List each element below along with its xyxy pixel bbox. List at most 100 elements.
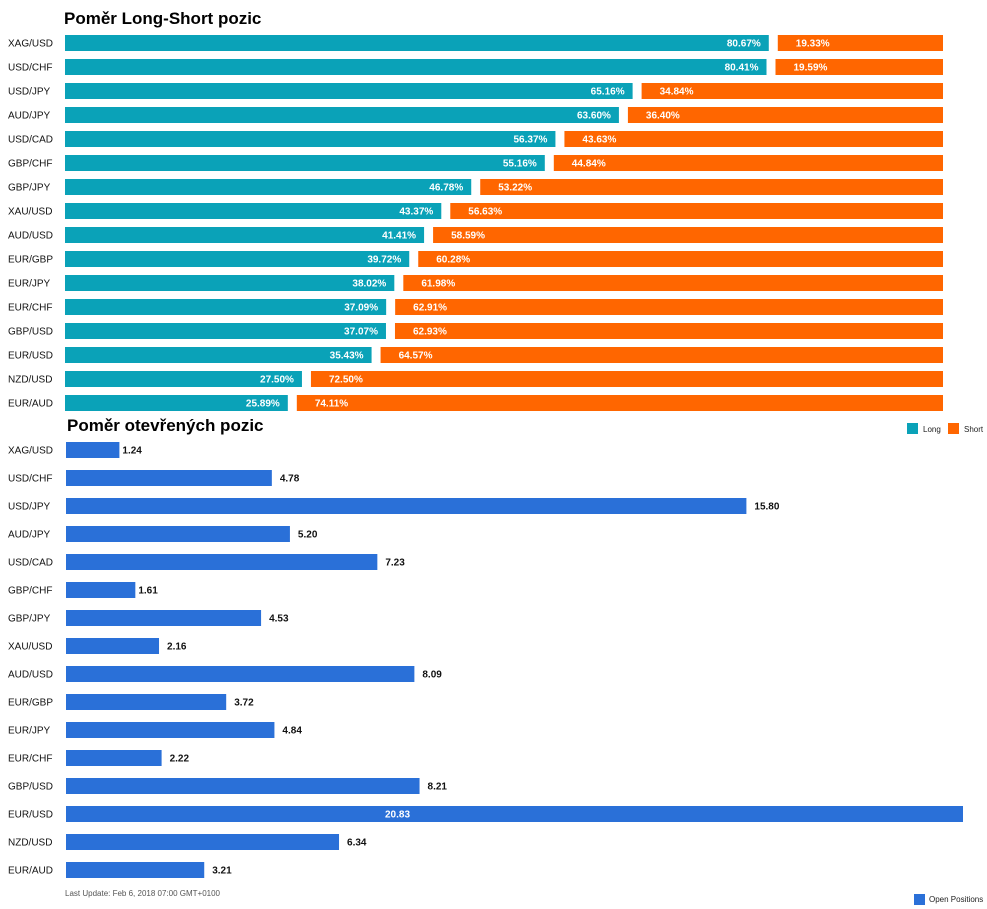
short-value-label: 62.93%	[413, 327, 447, 338]
ls-category-label: USD/JPY	[8, 87, 51, 98]
short-bar-aud-usd	[433, 227, 943, 243]
ls-category-label: AUD/JPY	[8, 111, 51, 122]
short-bar-gbp-chf	[553, 155, 943, 171]
ls-category-label: AUD/USD	[8, 231, 53, 242]
open-bar-gbp-usd	[66, 778, 420, 794]
ls-category-label: GBP/JPY	[8, 183, 51, 194]
op-category-label: USD/JPY	[8, 502, 51, 513]
ls-bars: XAG/USD 80.67% 19.33% USD/CHF 80.41% 19.59% US…	[8, 35, 944, 411]
long-value-label: 41.41%	[382, 231, 416, 242]
ls-category-label: NZD/USD	[8, 375, 52, 386]
open-bar-usd-cad	[66, 554, 378, 570]
long-value-label: 43.37%	[399, 207, 433, 218]
op-category-label: XAG/USD	[8, 446, 53, 457]
open-value-label: 1.24	[122, 446, 142, 457]
long-bar-xau-usd	[65, 203, 442, 219]
ls-category-label: USD/CHF	[8, 63, 52, 74]
long-value-label: 55.16%	[503, 159, 537, 170]
open-value-label: 6.34	[347, 838, 367, 849]
long-bar-eur-jpy	[65, 275, 395, 291]
short-value-label: 64.57%	[399, 351, 433, 362]
op-category-label: EUR/AUD	[8, 866, 53, 877]
legend-short-label: Short	[964, 425, 984, 434]
short-bar-xag-usd	[777, 35, 943, 51]
short-value-label: 58.59%	[451, 231, 485, 242]
open-value-label: 2.16	[167, 642, 187, 653]
ls-category-label: USD/CAD	[8, 135, 53, 146]
long-bar-gbp-jpy	[65, 179, 472, 195]
short-value-label: 62.91%	[413, 303, 447, 314]
open-bar-nzd-usd	[66, 834, 340, 850]
short-bar-eur-gbp	[418, 251, 944, 267]
long-bar-aud-usd	[65, 227, 425, 243]
long-value-label: 56.37%	[514, 135, 548, 146]
op-bars: XAG/USD 1.24 USD/CHF 4.78 USD/JPY 15.80 AUD/JP…	[8, 442, 963, 878]
long-value-label: 65.16%	[591, 87, 625, 98]
ls-category-label: XAU/USD	[8, 207, 52, 218]
short-value-label: 34.84%	[660, 87, 694, 98]
op-category-label: GBP/JPY	[8, 614, 51, 625]
short-value-label: 56.63%	[468, 207, 502, 218]
open-bar-usd-chf	[66, 470, 272, 486]
ls-category-label: EUR/GBP	[8, 255, 53, 266]
open-value-label: 4.84	[282, 726, 302, 737]
open-bar-xag-usd	[66, 442, 120, 458]
op-category-label: XAU/USD	[8, 642, 52, 653]
open-value-label: 3.21	[212, 866, 232, 877]
open-bar-gbp-jpy	[66, 610, 262, 626]
open-value-label: 3.72	[234, 698, 254, 709]
long-value-label: 39.72%	[367, 255, 401, 266]
legend-short-swatch	[948, 423, 959, 434]
short-value-label: 74.11%	[315, 399, 348, 410]
short-bar-aud-jpy	[627, 107, 943, 123]
long-bar-nzd-usd	[65, 371, 302, 387]
ls-legend: Long Short	[907, 423, 984, 434]
open-bar-eur-chf	[66, 750, 162, 766]
short-value-label: 19.33%	[796, 39, 830, 50]
long-bar-gbp-chf	[65, 155, 545, 171]
short-value-label: 44.84%	[572, 159, 606, 170]
short-value-label: 19.59%	[793, 63, 827, 74]
long-value-label: 46.78%	[429, 183, 463, 194]
open-bar-aud-jpy	[66, 526, 290, 542]
short-value-label: 43.63%	[582, 135, 616, 146]
open-bar-eur-usd	[66, 806, 963, 822]
long-value-label: 80.41%	[725, 63, 759, 74]
long-bar-usd-jpy	[65, 83, 633, 99]
ls-category-label: GBP/USD	[8, 327, 53, 338]
long-value-label: 35.43%	[330, 351, 364, 362]
op-category-label: EUR/GBP	[8, 698, 53, 709]
long-bar-eur-usd	[65, 347, 372, 363]
open-bar-gbp-chf	[66, 582, 136, 598]
short-value-label: 53.22%	[498, 183, 532, 194]
short-bar-eur-usd	[380, 347, 943, 363]
op-legend: Open Positions	[914, 894, 983, 905]
open-bar-eur-aud	[66, 862, 205, 878]
op-chart-title: Poměr otevřených pozic	[67, 416, 264, 435]
long-bar-eur-gbp	[65, 251, 410, 267]
open-value-label: 4.78	[280, 474, 300, 485]
open-value-label: 4.53	[269, 614, 289, 625]
long-value-label: 80.67%	[727, 39, 761, 50]
ls-category-label: EUR/AUD	[8, 399, 53, 410]
op-category-label: GBP/USD	[8, 782, 53, 793]
short-bar-usd-jpy	[641, 83, 943, 99]
ls-category-label: EUR/USD	[8, 351, 53, 362]
op-category-label: USD/CAD	[8, 558, 53, 569]
op-category-label: USD/CHF	[8, 474, 52, 485]
short-bar-usd-chf	[775, 59, 943, 75]
long-value-label: 38.02%	[352, 279, 386, 290]
op-category-label: NZD/USD	[8, 838, 52, 849]
long-bar-gbp-usd	[65, 323, 386, 339]
short-value-label: 36.40%	[646, 111, 680, 122]
long-bar-xag-usd	[65, 35, 769, 51]
ls-category-label: EUR/CHF	[8, 303, 52, 314]
short-bar-eur-chf	[395, 299, 943, 315]
last-update: Last Update: Feb 6, 2018 07:00 GMT+0100	[65, 889, 221, 898]
open-bar-xau-usd	[66, 638, 160, 654]
long-bar-aud-jpy	[65, 107, 619, 123]
legend-long-swatch	[907, 423, 918, 434]
open-bar-eur-gbp	[66, 694, 227, 710]
legend-long-label: Long	[923, 425, 941, 434]
